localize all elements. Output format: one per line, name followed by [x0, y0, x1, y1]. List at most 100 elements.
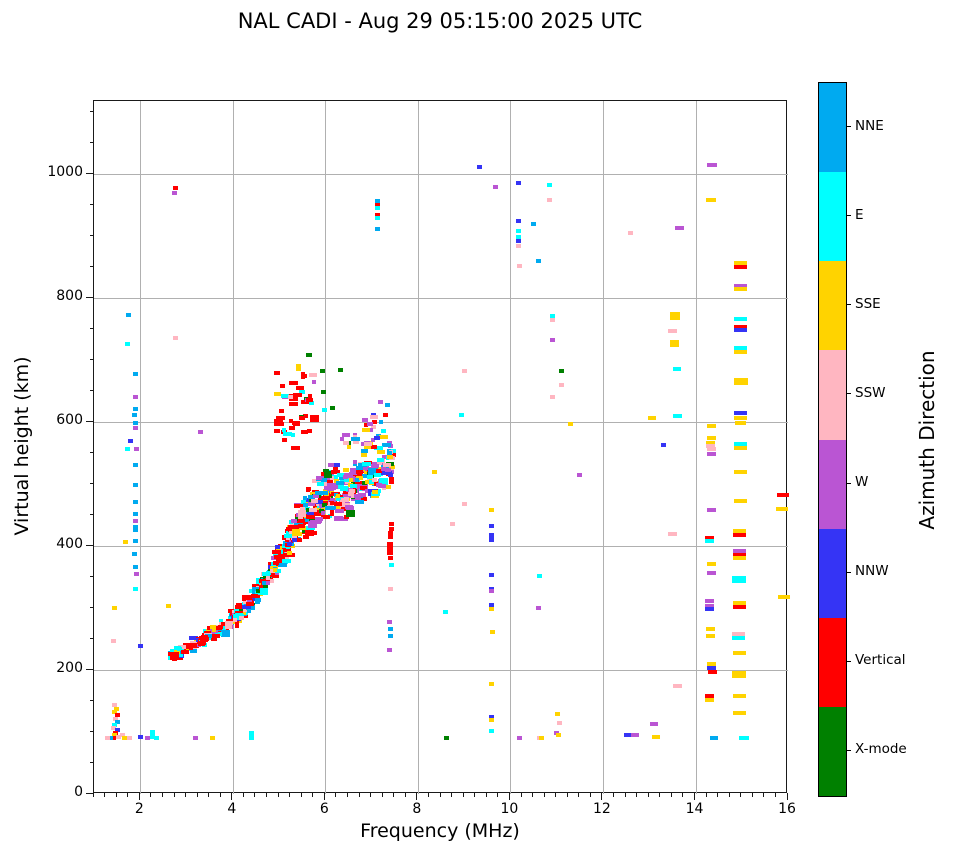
- data-point-e: [317, 482, 325, 487]
- data-point-nnw: [189, 636, 199, 641]
- data-point-w: [341, 433, 350, 438]
- data-point-w: [348, 472, 355, 477]
- data-point-nne: [132, 552, 138, 557]
- data-point-x-mode: [237, 607, 246, 612]
- data-point-x-mode: [319, 369, 325, 374]
- axis-tick: [89, 575, 93, 577]
- axis-tick: [196, 793, 198, 797]
- data-point-nnw: [489, 715, 495, 720]
- data-point-ssw: [298, 510, 307, 518]
- gridline-y: [94, 422, 788, 424]
- data-point-w: [330, 484, 339, 489]
- data-point-vertical: [270, 571, 280, 579]
- data-point-vertical: [374, 202, 380, 207]
- x-tick-label: 12: [592, 801, 611, 817]
- x-tick-label: 8: [412, 801, 422, 817]
- data-point-vertical: [112, 730, 118, 735]
- data-point-ssw: [111, 638, 117, 643]
- data-point-sse: [776, 506, 789, 511]
- data-point-vertical: [341, 506, 346, 511]
- data-point-e: [739, 736, 749, 741]
- data-point-nnw: [373, 436, 380, 441]
- axis-tick: [532, 793, 533, 797]
- axis-tick: [786, 793, 788, 800]
- axis-tick: [277, 793, 279, 797]
- data-point-w: [333, 516, 343, 521]
- data-point-vertical: [278, 409, 284, 414]
- data-point-w: [517, 736, 523, 741]
- axis-tick: [508, 793, 510, 800]
- colorbar-segment-sse: [819, 261, 846, 351]
- data-point-e: [373, 446, 383, 451]
- y-tick-label: 0: [74, 784, 83, 800]
- data-point-w: [631, 733, 640, 738]
- data-point-ssw: [461, 501, 467, 506]
- data-point-vertical: [360, 496, 367, 501]
- data-point-sse: [377, 449, 386, 454]
- data-point-vertical: [333, 501, 342, 506]
- data-point-w: [649, 722, 658, 726]
- data-point-vertical: [313, 512, 321, 516]
- data-point-nnw: [315, 500, 323, 505]
- x-tick-label: 16: [778, 801, 796, 817]
- data-point-vertical: [383, 412, 388, 417]
- axis-tick: [682, 793, 684, 797]
- axis-tick: [370, 793, 372, 797]
- axis-tick: [86, 544, 93, 546]
- data-point-nnw: [733, 328, 747, 333]
- data-point-w: [376, 483, 383, 488]
- colorbar-segment-w: [819, 439, 846, 529]
- data-point-nne: [303, 518, 311, 523]
- data-point-vertical: [364, 423, 369, 428]
- data-point-w: [312, 380, 317, 385]
- data-point-e: [732, 576, 747, 583]
- axis-tick: [219, 793, 221, 797]
- data-point-e: [232, 614, 240, 619]
- data-point-e: [343, 478, 349, 482]
- data-point-vertical: [301, 430, 309, 434]
- axis-tick: [705, 793, 707, 797]
- axis-tick: [451, 793, 453, 797]
- data-point-vertical: [171, 657, 177, 662]
- axis-tick: [520, 793, 522, 797]
- data-point-sse: [431, 469, 437, 474]
- data-point-nne: [335, 480, 344, 485]
- data-point-sse: [568, 421, 573, 426]
- data-point-vertical: [356, 470, 363, 475]
- data-point-x-mode: [262, 584, 268, 589]
- data-point-sse: [360, 452, 367, 457]
- data-point-sse: [379, 435, 389, 439]
- data-point-sse: [489, 682, 495, 687]
- data-point-e: [299, 389, 306, 394]
- data-point-x-mode: [362, 481, 368, 486]
- data-point-e: [281, 427, 286, 432]
- axis-tick: [555, 793, 557, 797]
- data-point-e: [516, 229, 522, 234]
- data-point-w: [342, 474, 348, 479]
- data-point-ssw: [344, 480, 350, 485]
- data-point-sse: [489, 606, 495, 611]
- colorbar-tick-label: W: [855, 474, 869, 491]
- data-point-vertical: [181, 649, 190, 654]
- data-point-w: [704, 603, 714, 608]
- data-point-ssw: [115, 735, 121, 739]
- data-point-sse: [363, 445, 371, 449]
- data-point-nne: [133, 538, 139, 543]
- data-point-e: [733, 441, 747, 446]
- axis-tick: [300, 793, 302, 797]
- data-point-nne: [339, 476, 344, 480]
- data-point-x-mode: [301, 529, 307, 534]
- data-point-nne: [254, 600, 260, 604]
- data-point-nne: [132, 413, 138, 418]
- data-point-sse: [489, 507, 495, 512]
- gridline-y: [94, 670, 788, 671]
- data-point-nne: [108, 736, 114, 741]
- data-point-e: [150, 730, 156, 739]
- data-point-w: [339, 437, 344, 442]
- data-point-sse: [705, 198, 716, 203]
- axis-tick: [416, 793, 418, 800]
- data-point-w: [386, 619, 392, 624]
- axis-tick: [751, 793, 753, 797]
- data-point-e: [368, 479, 374, 484]
- data-point-sse: [274, 392, 281, 397]
